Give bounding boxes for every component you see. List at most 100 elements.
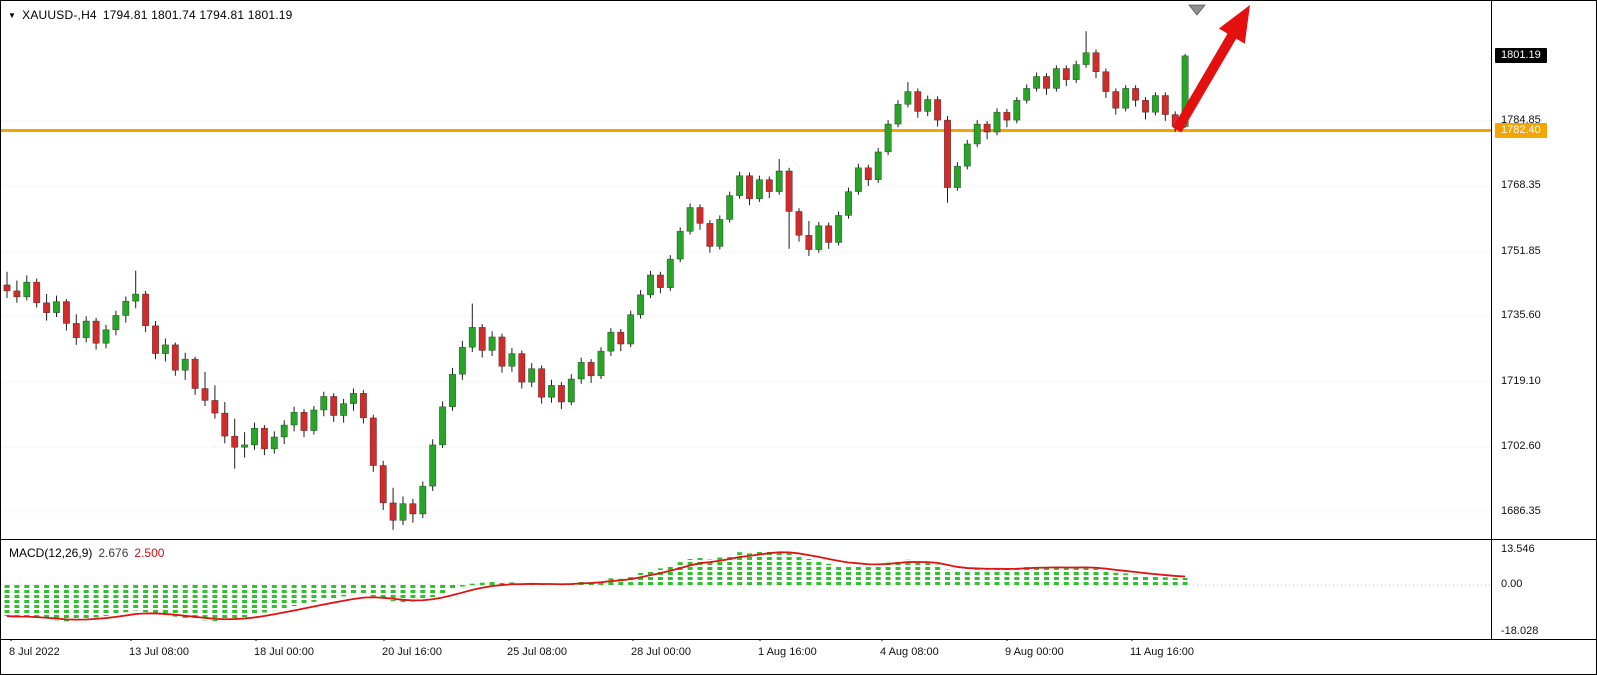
candle-body [627,314,635,345]
candle-body [1043,76,1051,89]
candle-body [1013,99,1021,121]
time-axis-label: 11 Aug 16:00 [1130,646,1195,658]
candle-body [201,388,209,401]
candle-body [607,331,615,352]
candle-body [320,396,328,411]
candle-body [924,99,932,112]
candle-body [132,293,140,302]
candle-body [676,231,684,260]
candle-body [1003,111,1011,121]
candle-body [429,444,437,487]
candle-body [1181,55,1189,127]
candle-body [1132,88,1140,101]
candle-body [260,427,268,450]
candle-body [1151,95,1159,113]
candle-body [666,258,674,288]
candle-body [82,320,90,339]
candle-body [963,143,971,167]
time-axis-label: 9 Aug 00:00 [1005,646,1064,658]
candle-body [815,225,823,250]
candle-body [637,294,645,315]
candle-body [1112,91,1120,109]
candle-body [993,111,1001,133]
macd-axis-label: 13.546 [1501,542,1535,555]
macd-value: 2.676 [98,546,129,560]
candle-body [825,225,833,243]
symbol-dropdown-icon[interactable]: ▼ [8,11,17,20]
candle-body [934,99,942,121]
symbol-timeframe-label: XAUUSD-,H4 [22,8,97,22]
candle-body [874,151,882,180]
candle-body [280,424,288,438]
candle-body [290,412,298,426]
candle-body [409,503,417,515]
candle-body [191,358,199,389]
candle-body [142,293,150,327]
candle-body [300,412,308,431]
candle-body [1082,52,1090,65]
candle-body [805,234,813,250]
candle-body [1072,64,1080,80]
candle-body [13,290,21,298]
price-axis[interactable]: 1784.85 1768.35 1751.85 1735.60 1719.10 1702.… [1493,1,1596,639]
candle-body [330,396,338,416]
candle-body [686,207,694,232]
candle-body [538,368,546,398]
candle-body [92,320,100,344]
candle-body [359,392,367,419]
macd-axis-label: -18.028 [1501,624,1539,637]
candle-body [904,91,912,105]
candle-body [844,191,852,216]
candle-body [706,223,714,247]
candle-body [795,211,803,236]
candle-body [52,301,60,313]
candle-body [468,327,476,348]
candle-body [755,179,763,200]
current-price-badge: 1801.19 [1495,47,1547,63]
candle-body [656,274,664,288]
object-anchor-triangle-icon[interactable] [1188,4,1206,16]
candle-body [567,378,575,403]
candle-body [211,400,219,414]
hline-price-badge: 1782.40 [1495,123,1547,139]
candle-body [1122,88,1130,109]
candle-body [864,167,872,180]
candle-body [547,385,555,398]
candle-body [112,315,120,331]
candle-body [943,119,951,188]
candle-body [62,301,70,324]
trend-arrow[interactable] [1172,5,1250,133]
time-axis-label: 13 Jul 08:00 [129,646,189,658]
candle-body [478,327,486,351]
candle-body [894,103,902,125]
candle-body [349,392,357,404]
time-axis[interactable]: 8 Jul 2022 13 Jul 08:00 18 Jul 00:00 20 Jul… [1,641,1596,674]
macd-signal-line [6,551,1186,621]
candle-body [745,175,753,200]
candle-body [518,353,526,383]
candle-body [488,336,496,351]
candle-body [439,406,447,446]
candlestick-layer[interactable] [3,31,1189,530]
candle-body [458,346,466,375]
candle-body [241,444,249,448]
candle-body [1102,71,1110,92]
candle-body [617,331,625,345]
candle-body [587,362,595,377]
macd-panel[interactable] [1,549,1491,622]
candle-body [369,417,377,466]
candle-body [1142,99,1150,113]
ohlc-info-bar: ▼ XAUUSD-,H4 1794.81 1801.74 1794.81 180… [8,8,293,22]
candle-body [726,195,734,220]
time-axis-label: 28 Jul 00:00 [631,646,691,658]
time-axis-label: 18 Jul 00:00 [254,646,314,658]
candle-body [102,329,110,344]
candle-body [340,403,348,416]
candle-body [914,91,922,112]
candle-body [1023,88,1031,101]
candle-body [33,281,41,304]
price-axis-label: 1751.85 [1501,244,1541,257]
candle-body [557,385,565,403]
